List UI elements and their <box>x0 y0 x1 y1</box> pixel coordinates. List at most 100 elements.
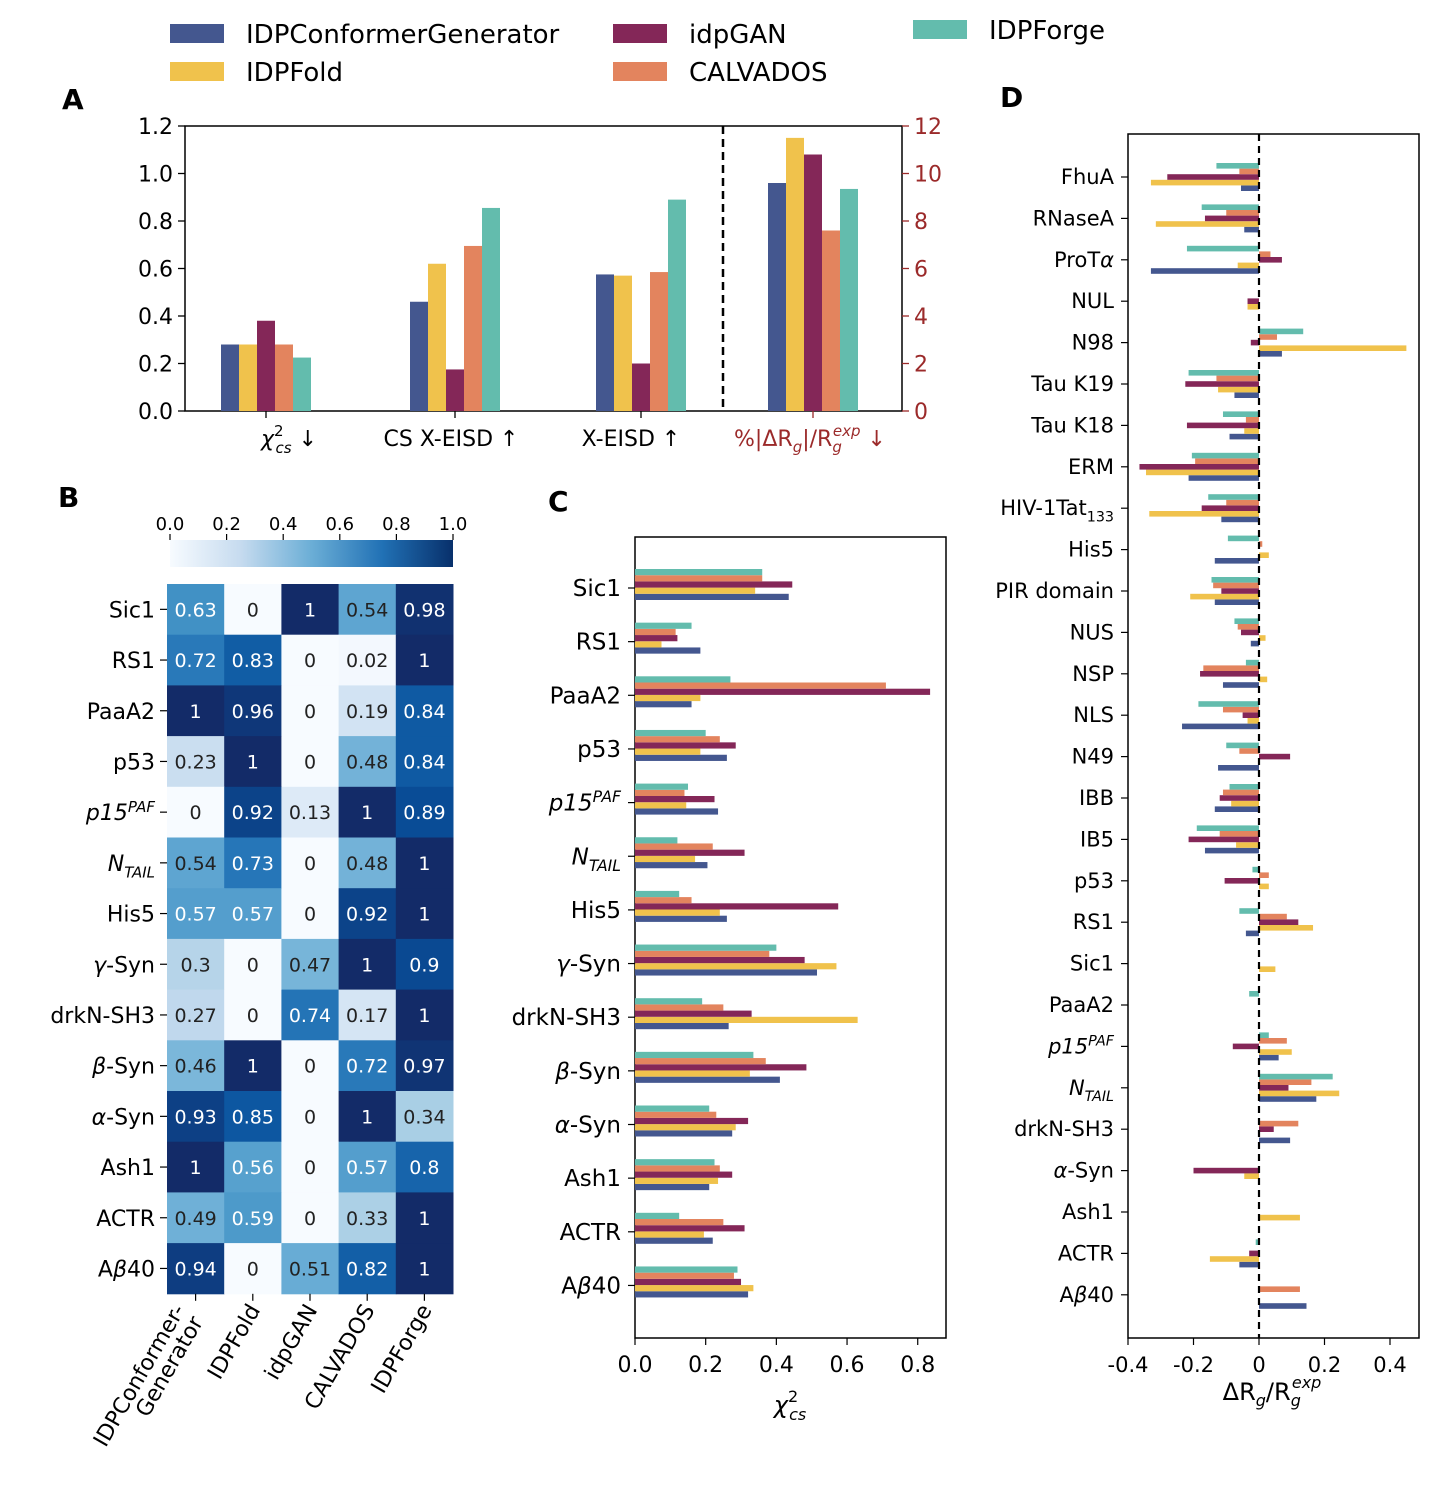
panel-d-bar <box>1244 428 1259 434</box>
panel-d-bar <box>1240 185 1259 191</box>
panel-c-y-tick-label: p53 <box>577 737 621 763</box>
legend-label-idpforge: IDPForge <box>989 16 1105 46</box>
panel-c-bar <box>635 1177 719 1184</box>
panel-c-x-tick-label: 0.4 <box>759 1353 794 1378</box>
panel-a-bar <box>614 275 632 411</box>
panel-c-bar <box>635 944 777 951</box>
panel-d-bar <box>1222 789 1259 796</box>
panel-a-bar <box>446 369 464 411</box>
panel-c-bar <box>635 1237 713 1244</box>
panel-d-bar <box>1245 659 1259 666</box>
label-part: β <box>576 1273 592 1299</box>
heatmap-cell <box>338 634 397 686</box>
panel-c-bar <box>635 903 839 910</box>
panel-a-left-tick-label: 0.6 <box>138 258 173 283</box>
panel-d-y-tick-label: Tau K19 <box>1030 372 1114 396</box>
label-part: PAF <box>1088 1033 1115 1049</box>
heatmap-cell-value: 1 <box>361 1106 373 1128</box>
panel-d-bar <box>1259 328 1304 335</box>
panel-d-bar <box>1188 370 1259 376</box>
label-part: HIV-1Tat <box>1000 496 1087 520</box>
heatmap-cell <box>167 685 225 737</box>
panel-d-bar <box>1229 784 1259 790</box>
heatmap-cell-value: 0.74 <box>289 1005 331 1027</box>
heatmap-cell <box>167 1243 225 1295</box>
heatmap-cell <box>338 938 397 991</box>
heatmap-cell <box>281 1091 340 1143</box>
panel-d-x-tick-label: -0.2 <box>1173 1353 1214 1377</box>
legend-label-idpfold: IDPFold <box>246 58 343 88</box>
panel-c-y-tick-label: p15PAF <box>548 787 622 817</box>
heatmap-cell-value: 0.94 <box>174 1258 216 1280</box>
panel-d-y-tick-label: N98 <box>1072 331 1114 355</box>
panel-c-x-tick-label: 0.6 <box>830 1353 865 1378</box>
panel-d-x-tick-label: 0.2 <box>1308 1353 1341 1377</box>
heatmap-cell <box>338 736 397 788</box>
panel-d-bar <box>1249 991 1259 997</box>
heatmap-cell <box>281 888 340 940</box>
panel-d-bar <box>1255 1239 1259 1245</box>
panel-d-bar <box>1234 618 1259 624</box>
panel-d-y-tick-label: IBB <box>1079 786 1114 810</box>
panel-c-bar <box>635 593 789 600</box>
heatmap-cell-value: 0 <box>304 650 316 672</box>
panel-c-bar <box>635 688 931 695</box>
heatmap-cell <box>395 1192 454 1244</box>
panel-d-bar <box>1259 919 1299 925</box>
panel-d-bar <box>1193 1167 1259 1174</box>
panel-c-y-tick-label: PaaA2 <box>550 683 621 709</box>
heatmap-cell <box>224 685 282 737</box>
legend-label-calvados: CALVADOS <box>689 58 827 88</box>
label-part: β <box>91 1055 106 1080</box>
panel-d-y-tick-label: p15PAF <box>1047 1033 1115 1058</box>
panel-d-bar <box>1232 1043 1259 1050</box>
heatmap-cell-value: 0 <box>304 1157 316 1179</box>
heatmap-cell <box>395 989 454 1041</box>
heatmap-cell <box>167 1141 225 1193</box>
panel-a-right-tick-label: 10 <box>914 163 942 188</box>
panel-a-category-label: X-EISD ↑ <box>582 427 681 452</box>
panel-d-y-tick-label: NSP <box>1072 662 1114 686</box>
panel-d-bar <box>1198 701 1259 707</box>
heatmap-cell-value: 0.27 <box>174 1005 216 1027</box>
panel-c-bar <box>635 808 719 815</box>
panel-c-y-tick-label: Ash1 <box>564 1166 621 1192</box>
panel-d-bar <box>1259 676 1268 683</box>
panel-c-y-tick-label: α-Syn <box>555 1113 621 1139</box>
panel-c-bar <box>635 783 689 790</box>
panel-d-bar <box>1259 1303 1307 1309</box>
label-part: TAIL <box>589 856 621 875</box>
panel-d-bar <box>1259 1120 1299 1127</box>
heatmap-cell <box>167 1091 225 1143</box>
heatmap-cell-value: 0.73 <box>232 853 274 875</box>
heatmap-row-label: Aβ40 <box>98 1257 155 1282</box>
panel-c-bar <box>635 1023 729 1030</box>
panel-c-bar <box>635 1165 720 1172</box>
panel-d-bar <box>1221 516 1259 523</box>
panel-d-bar <box>1150 268 1259 274</box>
panel-a-bar <box>668 199 686 411</box>
panel-c-bar <box>635 843 713 850</box>
label-part: 40 <box>592 1273 621 1299</box>
heatmap-row-label: NTAIL <box>108 852 155 882</box>
panel-d-bar <box>1259 1054 1279 1061</box>
panel-a-bar <box>840 188 858 411</box>
panel-d-bar <box>1259 1286 1300 1292</box>
heatmap-cell-value: 0 <box>304 904 316 926</box>
heatmap-cell-value: 0 <box>304 701 316 723</box>
panel-a-category-label: %|ΔRg|/Rgexp ↓ <box>734 422 886 456</box>
heatmap-cell-value: 0.59 <box>232 1208 274 1230</box>
heatmap-cell <box>395 685 454 737</box>
label-part: g <box>793 438 803 456</box>
heatmap-cell-value: 0.33 <box>346 1208 388 1230</box>
panel-c-bar <box>635 647 701 654</box>
heatmap-cell <box>167 634 225 686</box>
heatmap-cell <box>338 1141 397 1193</box>
panel-c-bar <box>635 897 692 904</box>
panel-d-bar <box>1259 345 1407 351</box>
panel-d-bar <box>1259 753 1291 760</box>
panel-c-y-tick-label: RS1 <box>576 630 621 656</box>
label-part: PAF <box>128 798 156 816</box>
label-part: α <box>92 1105 107 1130</box>
panel-c-bar <box>635 1272 734 1279</box>
